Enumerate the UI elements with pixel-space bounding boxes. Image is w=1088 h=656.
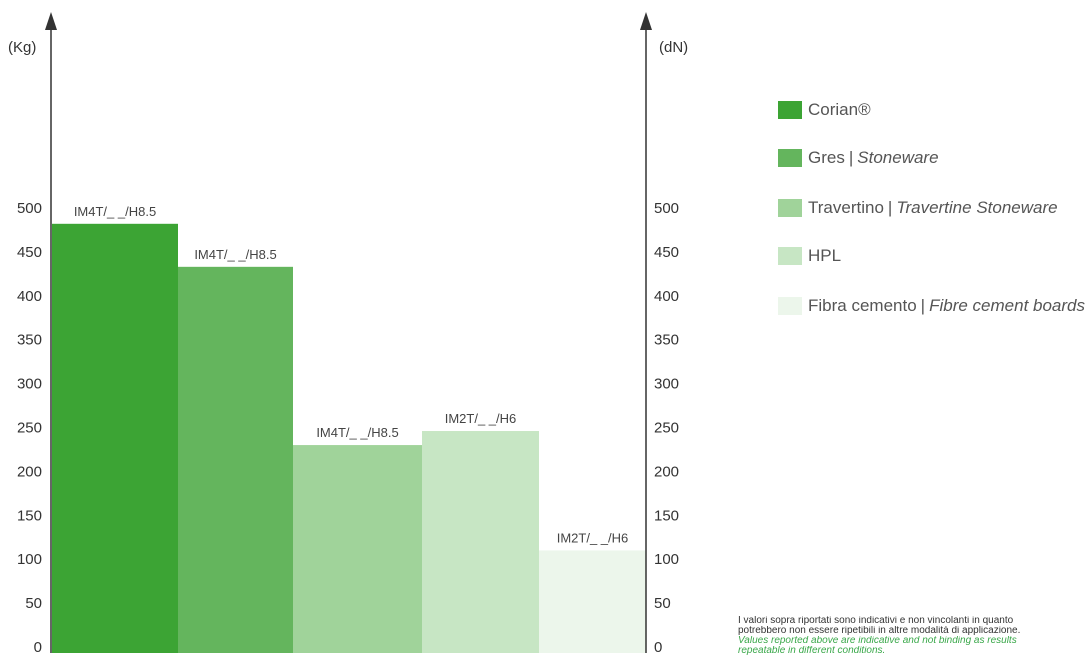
legend-label: Fibra cemento	[808, 296, 917, 315]
left-tick-label: 200	[17, 463, 42, 480]
bar-label-4: IM2T/_ _/H6	[445, 411, 517, 426]
left-tick-label: 450	[17, 244, 42, 261]
bar-5	[539, 550, 646, 653]
bar-1	[52, 223, 178, 653]
right-tick-label: 200	[654, 463, 679, 480]
right-tick-label: 300	[654, 376, 679, 393]
left-tick-label: 0	[34, 639, 42, 653]
legend-sublabel: Travertine Stoneware	[896, 198, 1058, 217]
bar-4	[422, 431, 539, 653]
legend-sublabel: Stoneware	[857, 148, 939, 167]
legend-label: Gres	[808, 148, 845, 167]
right-tick-label: 150	[654, 507, 679, 524]
legend-swatch	[778, 199, 802, 217]
right-axis-arrow	[640, 12, 652, 30]
left-tick-label: 300	[17, 376, 42, 393]
legend: Corian® Gres | Stoneware Travertino | Tr…	[778, 0, 1088, 653]
legend-swatch	[778, 297, 802, 315]
right-tick-label: 0	[654, 639, 662, 653]
bar-3	[293, 445, 422, 653]
legend-swatch	[778, 247, 802, 265]
legend-item-fibra-cemento: Fibra cemento | Fibre cement boards	[778, 296, 1085, 316]
left-axis-arrow	[45, 12, 57, 30]
legend-swatch	[778, 101, 802, 119]
right-tick-label: 50	[654, 595, 671, 612]
left-tick-label: 150	[17, 507, 42, 524]
note-line-it-2: potrebbero non essere ripetibili in altr…	[738, 626, 1021, 636]
right-tick-label: 350	[654, 332, 679, 349]
left-tick-label: 400	[17, 288, 42, 305]
legend-item-corian: Corian®	[778, 100, 871, 120]
legend-item-travertino: Travertino | Travertine Stoneware	[778, 198, 1058, 218]
legend-separator: |	[848, 148, 854, 167]
legend-item-gres: Gres | Stoneware	[778, 148, 939, 168]
legend-label: Corian®	[808, 100, 871, 119]
bar-label-2: IM4T/_ _/H8.5	[194, 247, 276, 262]
note-line-en-1: Values reported above are indicative and…	[738, 636, 1017, 646]
left-tick-label: 500	[17, 200, 42, 217]
bar-chart: IM4T/_ _/H8.5 IM4T/_ _/H8.5 IM4T/_ _/H8.5 I…	[8, 12, 688, 653]
bar-label-3: IM4T/_ _/H8.5	[316, 425, 398, 440]
left-tick-label: 350	[17, 332, 42, 349]
left-tick-label: 50	[25, 595, 42, 612]
left-tick-label: 250	[17, 420, 42, 437]
legend-separator: |	[920, 296, 926, 315]
bar-label-5: IM2T/_ _/H6	[557, 530, 629, 545]
right-tick-label: 450	[654, 244, 679, 261]
right-axis-unit: (dN)	[659, 39, 688, 56]
note-line-en-2: repeatable in different conditions.	[738, 646, 886, 656]
legend-label: HPL	[808, 246, 842, 265]
bar-label-1: IM4T/_ _/H8.5	[74, 204, 156, 219]
legend-swatch	[778, 149, 802, 167]
right-tick-label: 100	[654, 551, 679, 568]
right-tick-label: 500	[654, 200, 679, 217]
left-tick-label: 100	[17, 551, 42, 568]
note-line-it-1: I valori sopra riportati sono indicativi…	[738, 616, 1014, 626]
legend-item-hpl: HPL	[778, 246, 841, 266]
disclaimer-note: I valori sopra riportati sono indicativi…	[738, 616, 1088, 656]
legend-separator: |	[887, 198, 893, 217]
bar-2	[178, 266, 293, 653]
left-axis-unit: (Kg)	[8, 39, 36, 56]
legend-label: Travertino	[808, 198, 884, 217]
right-tick-label: 400	[654, 288, 679, 305]
right-tick-label: 250	[654, 420, 679, 437]
legend-sublabel: Fibre cement boards	[929, 296, 1085, 315]
